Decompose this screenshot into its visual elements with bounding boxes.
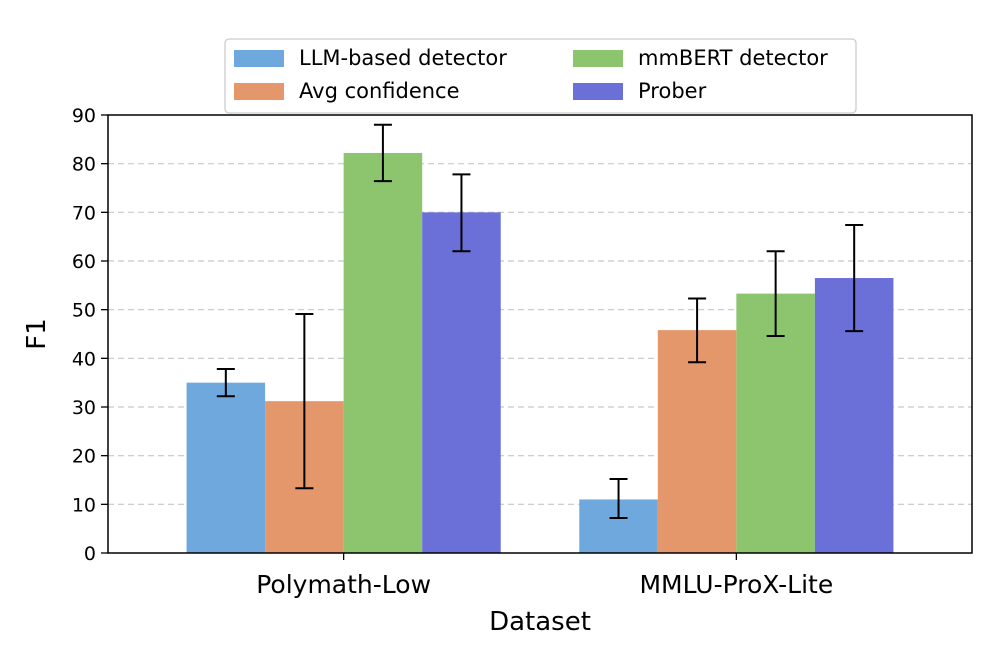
legend-label: Avg confidence [299,79,460,103]
legend-swatch [573,50,623,67]
y-axis-title: F1 [22,318,52,350]
y-tick-label: 80 [72,154,96,176]
y-tick-label: 90 [72,105,96,127]
y-tick-label: 20 [72,446,96,468]
legend-swatch [234,83,284,100]
legend: LLM-based detector Avg confidence mmBERT d… [224,38,857,114]
x-tick-label: MMLU-ProX-Lite [639,570,833,599]
bar [422,212,501,554]
legend-swatch [573,83,623,100]
y-tick-label: 50 [72,300,96,322]
plot-frame [107,114,973,554]
bar [343,152,423,553]
legend-box [224,38,857,114]
legend-label: Prober [638,79,707,103]
y-tick-label: 30 [72,397,96,419]
legend-swatch [234,50,284,67]
bars [186,152,894,554]
y-axis-ticks: 0 10 20 30 40 50 60 70 80 90 [72,105,108,565]
y-tick-label: 0 [84,543,96,565]
x-tick-label: Polymath-Low [256,570,431,599]
x-axis-ticks: Polymath-Low MMLU-ProX-Lite [256,553,833,599]
y-tick-label: 70 [72,202,96,224]
y-tick-label: 40 [72,348,96,370]
legend-label: LLM-based detector [299,46,507,70]
x-axis-title: Dataset [489,607,591,637]
error-bars [216,123,864,519]
bar [657,330,737,553]
bar [186,382,266,553]
legend-label: mmBERT detector [638,46,828,70]
y-tick-label: 10 [72,494,96,516]
y-tick-label: 60 [72,251,96,273]
